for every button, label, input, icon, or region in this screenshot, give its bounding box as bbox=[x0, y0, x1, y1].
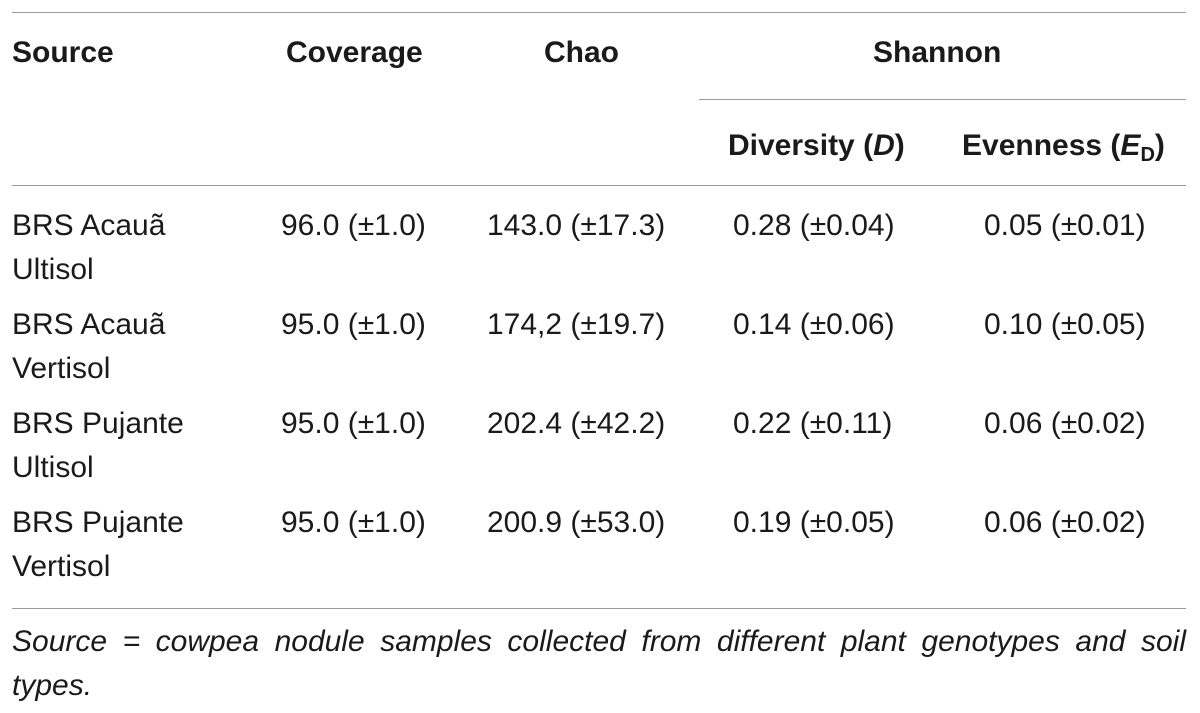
header-rule bbox=[12, 185, 1186, 186]
source-cell-line2: Vertisol bbox=[12, 352, 111, 385]
evenness-cell: 0.06 (±0.02) bbox=[984, 506, 1146, 539]
evenness-subscript: D bbox=[1140, 144, 1155, 166]
table-row: BRS Acauã Vertisol bbox=[12, 303, 165, 391]
header-source: Source bbox=[12, 36, 114, 69]
table-row: BRS Pujante Vertisol bbox=[12, 501, 184, 589]
table-footnote: Source = cowpea nodule samples collected… bbox=[12, 625, 1186, 702]
chao-cell: 174,2 (±19.7) bbox=[487, 308, 666, 341]
evenness-cell: 0.10 (±0.05) bbox=[984, 308, 1146, 341]
chao-cell: 143.0 (±17.3) bbox=[487, 209, 666, 242]
header-diversity: Diversity (D) bbox=[728, 129, 905, 163]
diversity-symbol: D bbox=[873, 129, 895, 162]
diversity-cell: 0.28 (±0.04) bbox=[733, 209, 895, 242]
diversity-cell: 0.14 (±0.06) bbox=[733, 308, 895, 341]
evenness-symbol: E bbox=[1120, 129, 1141, 162]
table-row: BRS Pujante Ultisol bbox=[12, 402, 184, 490]
chao-cell: 202.4 (±42.2) bbox=[487, 407, 666, 440]
evenness-cell: 0.06 (±0.02) bbox=[984, 407, 1146, 440]
source-cell-line2: Ultisol bbox=[12, 451, 94, 484]
source-cell-line1: BRS Pujante bbox=[12, 506, 184, 539]
diversity-close: ) bbox=[894, 129, 905, 162]
diversity-label: Diversity ( bbox=[728, 129, 874, 162]
coverage-cell: 96.0 (±1.0) bbox=[281, 209, 426, 242]
header-evenness: Evenness (ED) bbox=[962, 129, 1165, 166]
header-shannon: Shannon bbox=[873, 36, 1002, 69]
table-row: BRS Acauã Ultisol bbox=[12, 204, 165, 292]
source-cell-line1: BRS Acauã bbox=[12, 209, 166, 242]
coverage-cell: 95.0 (±1.0) bbox=[281, 506, 426, 539]
diversity-cell: 0.22 (±0.11) bbox=[733, 407, 893, 440]
evenness-close: ) bbox=[1154, 129, 1165, 162]
header-chao: Chao bbox=[544, 36, 619, 69]
source-cell-line1: BRS Pujante bbox=[12, 407, 184, 440]
evenness-label: Evenness ( bbox=[962, 129, 1121, 162]
source-cell-line1: BRS Acauã bbox=[12, 308, 166, 341]
chao-cell: 200.9 (±53.0) bbox=[487, 506, 666, 539]
source-cell-line2: Vertisol bbox=[12, 550, 111, 583]
evenness-cell: 0.05 (±0.01) bbox=[984, 209, 1146, 242]
coverage-cell: 95.0 (±1.0) bbox=[281, 308, 426, 341]
diversity-cell: 0.19 (±0.05) bbox=[733, 506, 895, 539]
source-cell-line2: Ultisol bbox=[12, 253, 94, 286]
bottom-rule bbox=[12, 608, 1186, 609]
shannon-subrule bbox=[699, 99, 1186, 100]
top-rule bbox=[12, 12, 1186, 13]
coverage-cell: 95.0 (±1.0) bbox=[281, 407, 426, 440]
header-coverage: Coverage bbox=[286, 36, 423, 69]
